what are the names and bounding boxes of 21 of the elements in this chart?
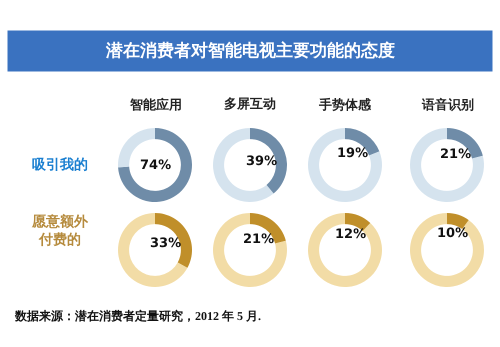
donut-slice xyxy=(410,128,484,202)
donut-slice xyxy=(410,213,484,287)
text: 愿意额外付费的 xyxy=(31,213,89,248)
donut-slice xyxy=(308,213,382,287)
data-label: 74% xyxy=(140,158,172,173)
donut-slice xyxy=(308,128,382,202)
donut-slice xyxy=(213,213,287,287)
text: 潜在消费者对智能电视主要功能的态度 xyxy=(105,41,395,61)
data-label: 21% xyxy=(440,147,472,162)
text: 多屏互动 xyxy=(224,97,276,112)
text: 智能应用 xyxy=(129,97,182,113)
donut-slice xyxy=(118,128,192,202)
data-label: 19% xyxy=(337,146,368,161)
donut-slice xyxy=(118,213,188,287)
text: 手势体感 xyxy=(318,97,372,113)
data-label: 21% xyxy=(243,232,274,247)
data-label: 12% xyxy=(335,227,366,242)
source-note: 数据来源：潜在消费者定量研究，2012 年 5 月. xyxy=(14,309,261,323)
text: 吸引我的 xyxy=(32,157,88,173)
text: 语音识别 xyxy=(421,97,474,113)
data-label: 10% xyxy=(437,226,468,241)
